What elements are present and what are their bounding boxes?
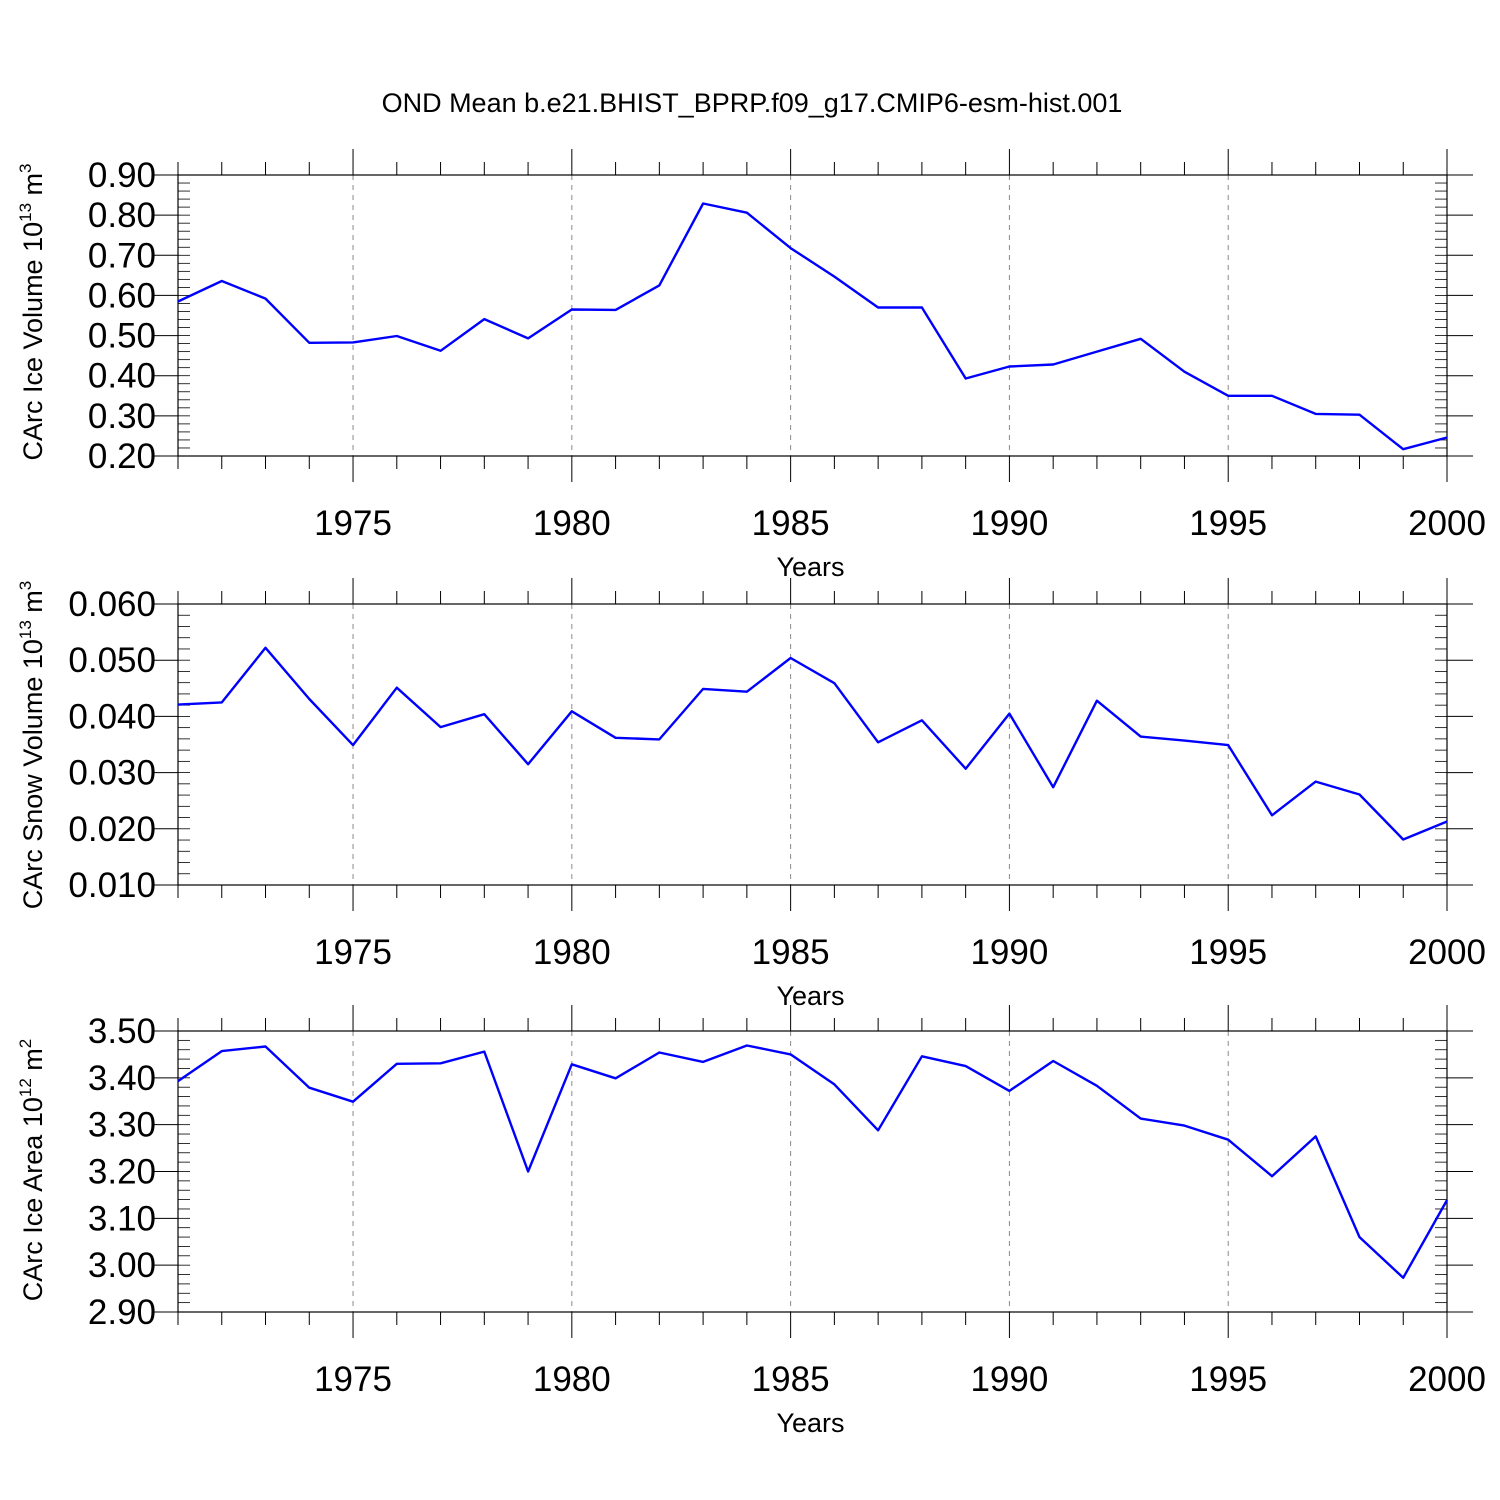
- series-line: [177, 646, 1448, 841]
- panel-1: 0.200.300.400.500.600.700.800.90 1975 1980…: [16, 149, 1486, 582]
- panel-3: 2.90 3.00 3.10 3.20 3.30 3.40 3.50 1975 1980 1985…: [16, 1005, 1486, 1438]
- x-tick-label: 1990: [970, 1360, 1048, 1399]
- y-axis-label: CArc Ice Area 1012 m2: [16, 1039, 48, 1302]
- x-tick-label: 1975: [314, 933, 392, 972]
- y-axis-label-unit: m: [18, 173, 48, 203]
- x-tick-label: 1995: [1189, 1360, 1267, 1399]
- plot-frame: [177, 603, 1448, 886]
- y-axis-label-text: CArc Ice Volume 10: [18, 222, 48, 461]
- y-tick-label: 0.020: [68, 810, 156, 849]
- panel-2: 0.010 0.020 0.030 0.040 0.050 0.060 1975 1980 19…: [16, 578, 1486, 1011]
- y-tick-label: 0.50: [88, 317, 156, 356]
- x-axis-label: Years: [776, 552, 844, 582]
- y-axis-label-text: CArc Snow Volume 10: [18, 639, 48, 909]
- y-tick-label: 3.50: [88, 1012, 156, 1051]
- x-tick-label: 1975: [314, 504, 392, 543]
- y-tick-label: 0.40: [88, 357, 156, 396]
- y-tick-label: 0.20: [88, 437, 156, 476]
- y-tick-label: 3.20: [88, 1153, 156, 1192]
- x-tick-label: 1980: [533, 504, 611, 543]
- x-axis-label: Years: [776, 1408, 844, 1438]
- x-tick-label: 1995: [1189, 504, 1267, 543]
- y-tick-label: 2.90: [88, 1293, 156, 1332]
- y-tick-label: 3.40: [88, 1059, 156, 1098]
- x-tick-label: 2000: [1408, 1360, 1486, 1399]
- y-tick-label: 0.050: [68, 641, 156, 680]
- y-tick-label: 0.70: [88, 236, 156, 275]
- y-tick-label: 0.30: [88, 397, 156, 436]
- y-axis-label-unit-exponent: 2: [16, 1039, 35, 1048]
- y-tick-label: 3.30: [88, 1106, 156, 1145]
- x-tick-label: 1980: [533, 1360, 611, 1399]
- y-axis-label-text: CArc Ice Area 10: [18, 1097, 48, 1301]
- x-tick-label: 1980: [533, 933, 611, 972]
- y-tick-label: 0.060: [68, 585, 156, 624]
- series-line: [177, 1044, 1449, 1280]
- y-tick-label: 0.010: [68, 866, 156, 905]
- x-tick-label: 2000: [1408, 933, 1486, 972]
- y-axis-label-exponent: 13: [16, 203, 35, 222]
- x-tick-label: 1975: [314, 1360, 392, 1399]
- x-tick-label: 1990: [970, 933, 1048, 972]
- y-axis-label-unit: m: [18, 1048, 48, 1078]
- y-axis-label-exponent: 13: [16, 620, 35, 639]
- y-axis-label-unit-exponent: 3: [16, 163, 35, 172]
- x-tick-label: 1985: [752, 933, 830, 972]
- y-tick-label: 0.90: [88, 156, 156, 195]
- y-tick-label: 3.10: [88, 1199, 156, 1238]
- y-tick-label: 3.00: [88, 1246, 156, 1285]
- series-line: [177, 202, 1448, 451]
- y-tick-label: 0.030: [68, 754, 156, 793]
- x-axis-label: Years: [776, 981, 844, 1011]
- plot-frame: [177, 174, 1448, 457]
- y-axis-label-unit: m: [18, 590, 48, 620]
- y-tick-label: 0.60: [88, 276, 156, 315]
- x-tick-label: 1990: [970, 504, 1048, 543]
- y-axis-label-exponent: 12: [16, 1078, 35, 1097]
- x-tick-label: 1985: [752, 504, 830, 543]
- x-tick-label: 1985: [752, 1360, 830, 1399]
- y-axis-label: CArc Ice Volume 1013 m3: [16, 163, 48, 460]
- y-tick-label: 0.80: [88, 196, 156, 235]
- chart-title: OND Mean b.e21.BHIST_BPRP.f09_g17.CMIP6-…: [382, 88, 1123, 118]
- plot-frame: [177, 1030, 1448, 1313]
- y-axis-label: CArc Snow Volume 1013 m3: [16, 581, 48, 910]
- y-axis-label-unit-exponent: 3: [16, 581, 35, 590]
- x-tick-label: 1995: [1189, 933, 1267, 972]
- y-tick-label: 0.040: [68, 697, 156, 736]
- x-tick-label: 2000: [1408, 504, 1486, 543]
